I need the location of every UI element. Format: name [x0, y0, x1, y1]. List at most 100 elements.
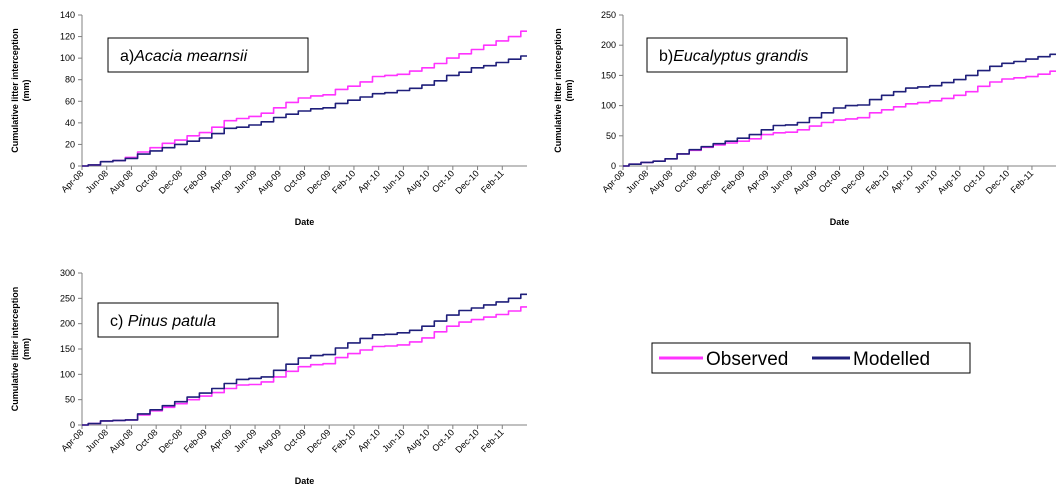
y-tick-label: 150 — [60, 344, 75, 354]
x-tick-label: Jun-10 — [380, 427, 407, 454]
x-tick-label: Aug-10 — [936, 168, 964, 196]
x-tick-label: Jun-10 — [913, 168, 940, 195]
x-tick-label: Oct-10 — [430, 168, 456, 194]
series-line-observed — [82, 306, 527, 426]
x-tick-label: Dec-09 — [839, 168, 867, 196]
x-tick-label: Oct-10 — [961, 168, 987, 194]
y-tick-label: 120 — [60, 32, 75, 42]
y-tick-label: 140 — [60, 10, 75, 20]
legend-label-observed: Observed — [706, 349, 788, 370]
x-tick-label: Oct-08 — [133, 168, 159, 194]
x-tick-label: Aug-09 — [791, 168, 819, 196]
chart-pinus-patula: 050100150200250300Apr-08Jun-08Aug-08Oct-… — [10, 268, 527, 486]
x-axis-title: Date — [295, 476, 315, 486]
x-tick-label: Dec-08 — [157, 427, 185, 455]
x-tick-label: Feb-09 — [182, 427, 209, 454]
y-tick-label: 200 — [60, 319, 75, 329]
x-tick-label: Feb-11 — [479, 168, 506, 195]
y-tick-label: 100 — [60, 369, 75, 379]
y-tick-label: 50 — [606, 131, 616, 141]
x-tick-label: Jun-09 — [232, 427, 259, 454]
x-tick-label: Feb-09 — [719, 168, 746, 195]
x-tick-label: Oct-08 — [133, 427, 159, 453]
x-tick-label: Apr-08 — [59, 427, 85, 453]
series-line-observed — [623, 70, 1056, 167]
x-tick-label: Apr-10 — [356, 427, 382, 453]
y-tick-label: 250 — [60, 293, 75, 303]
x-tick-label: Aug-09 — [256, 427, 284, 455]
series-line-modelled — [82, 55, 527, 167]
x-tick-label: Jun-09 — [232, 168, 259, 195]
y-tick-label: 100 — [60, 53, 75, 63]
x-tick-label: Aug-08 — [107, 427, 135, 455]
series-line-modelled — [82, 293, 527, 426]
panel-label-box — [97, 302, 279, 338]
x-tick-label: Feb-10 — [330, 168, 357, 195]
x-tick-label: Dec-10 — [453, 168, 481, 196]
series-line-modelled — [623, 53, 1056, 167]
panel-label: a)Acacia mearnsii — [120, 48, 248, 65]
series-line-observed — [82, 30, 527, 167]
legend-label-modelled: Modelled — [853, 349, 930, 370]
y-tick-label: 40 — [65, 118, 75, 128]
x-tick-label: Feb-11 — [479, 427, 506, 454]
y-axis-title: Cumulative litter interception(mm) — [10, 287, 31, 412]
x-tick-label: Aug-08 — [647, 168, 675, 196]
y-tick-label: 80 — [65, 75, 75, 85]
x-tick-label: Oct-09 — [817, 168, 843, 194]
x-tick-label: Aug-08 — [107, 168, 135, 196]
x-tick-label: Dec-08 — [695, 168, 723, 196]
x-tick-label: Oct-09 — [282, 427, 308, 453]
x-tick-label: Apr-08 — [59, 168, 85, 194]
y-axis-title: Cumulative litter interception(mm) — [553, 28, 574, 153]
y-tick-label: 0 — [70, 420, 75, 430]
x-tick-label: Oct-10 — [430, 427, 456, 453]
x-axis-title: Date — [295, 217, 315, 227]
x-tick-label: Feb-11 — [1009, 168, 1036, 195]
y-axis-title: Cumulative litter interception(mm) — [10, 28, 31, 153]
x-tick-label: Jun-08 — [624, 168, 651, 195]
y-tick-label: 60 — [65, 96, 75, 106]
legend: Observed Modelled — [651, 342, 971, 374]
chart-eucalyptus-grandis: 050100150200250Apr-08Jun-08Aug-08Oct-08D… — [553, 10, 1056, 227]
x-tick-label: Apr-10 — [356, 168, 382, 194]
y-tick-label: 250 — [601, 10, 616, 20]
y-tick-label: 300 — [60, 268, 75, 278]
x-axis-title: Date — [830, 217, 850, 227]
panel-label-box — [646, 37, 848, 73]
y-tick-label: 0 — [70, 161, 75, 171]
x-tick-label: Dec-09 — [305, 427, 333, 455]
x-tick-label: Apr-09 — [745, 168, 771, 194]
x-tick-label: Apr-08 — [600, 168, 626, 194]
x-tick-label: Oct-09 — [282, 168, 308, 194]
panel-label: c) Pinus patula — [110, 313, 216, 330]
y-tick-label: 0 — [611, 161, 616, 171]
x-tick-label: Jun-10 — [380, 168, 407, 195]
x-tick-label: Dec-10 — [453, 427, 481, 455]
x-tick-label: Apr-09 — [208, 427, 234, 453]
x-tick-label: Jun-08 — [84, 168, 111, 195]
y-tick-label: 100 — [601, 101, 616, 111]
x-tick-label: Apr-10 — [889, 168, 915, 194]
x-tick-label: Apr-09 — [208, 168, 234, 194]
y-tick-label: 150 — [601, 70, 616, 80]
y-tick-label: 50 — [65, 395, 75, 405]
panel-label-box — [107, 37, 309, 73]
x-tick-label: Oct-08 — [672, 168, 698, 194]
x-tick-label: Dec-09 — [305, 168, 333, 196]
x-tick-label: Feb-09 — [182, 168, 209, 195]
panel-label: b)Eucalyptus grandis — [659, 48, 808, 65]
legend-box — [651, 342, 971, 374]
x-tick-label: Jun-08 — [84, 427, 111, 454]
x-tick-label: Dec-10 — [984, 168, 1012, 196]
x-tick-label: Aug-10 — [404, 427, 432, 455]
x-tick-label: Jun-09 — [768, 168, 795, 195]
x-tick-label: Feb-10 — [864, 168, 891, 195]
chart-acacia-mearnsii: 020406080100120140Apr-08Jun-08Aug-08Oct-… — [10, 10, 527, 227]
y-tick-label: 200 — [601, 40, 616, 50]
x-tick-label: Feb-10 — [330, 427, 357, 454]
x-tick-label: Dec-08 — [157, 168, 185, 196]
x-tick-label: Aug-09 — [256, 168, 284, 196]
x-tick-label: Aug-10 — [404, 168, 432, 196]
